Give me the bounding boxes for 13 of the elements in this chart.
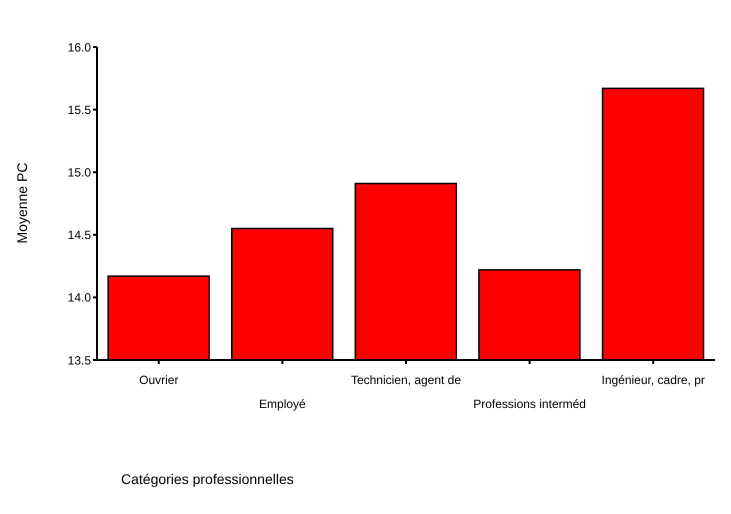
x-tick-label: Employé bbox=[259, 397, 306, 411]
x-tick-label: Ingénieur, cadre, pr bbox=[601, 373, 705, 387]
x-axis-title: Catégories professionnelles bbox=[121, 471, 294, 487]
y-tick-label: 13.5 bbox=[68, 353, 92, 368]
y-tick-label: 15.5 bbox=[68, 102, 92, 117]
y-tick-label: 15.0 bbox=[68, 165, 92, 180]
x-tick-label: Professions interméd bbox=[473, 397, 586, 411]
y-tick-label: 16.0 bbox=[68, 40, 92, 54]
y-tick-label: 14.5 bbox=[68, 228, 92, 242]
y-axis-title: Moyenne PC bbox=[14, 162, 30, 244]
y-tick-label: 14.0 bbox=[68, 290, 92, 305]
x-tick-label: Ouvrier bbox=[139, 373, 178, 387]
x-tick-label: Technicien, agent de bbox=[350, 373, 462, 387]
